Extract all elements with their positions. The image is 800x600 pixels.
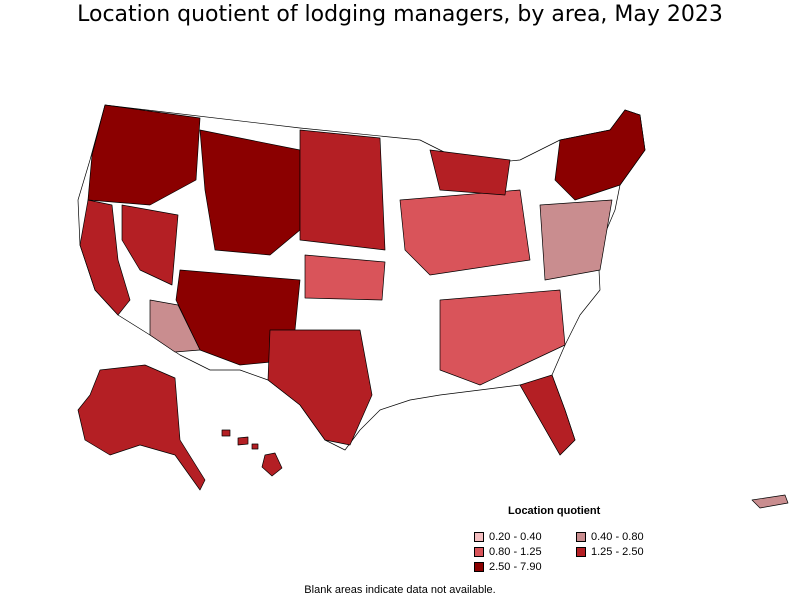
legend-title: Location quotient	[508, 505, 601, 517]
hawaii-islands	[221, 429, 259, 450]
legend-swatch	[474, 562, 484, 572]
area-southeast	[439, 289, 566, 386]
alaska	[77, 364, 206, 491]
legend-item-1: 0.40 - 0.80	[576, 531, 644, 543]
legend-item-3: 1.25 - 2.50	[576, 546, 644, 558]
area-texas	[267, 329, 373, 446]
area-kansas	[304, 254, 386, 301]
area-southwest	[149, 299, 201, 353]
legend-item-4: 2.50 - 7.90	[474, 561, 542, 573]
area-nevada	[121, 204, 179, 286]
area-florida	[519, 374, 576, 456]
area-california-coast	[79, 199, 131, 316]
area-northeast	[554, 109, 646, 201]
legend-item-0: 0.20 - 0.40	[474, 531, 542, 543]
legend-label: 2.50 - 7.90	[489, 561, 542, 573]
legend-swatch	[474, 532, 484, 542]
legend-label: 0.80 - 1.25	[489, 546, 542, 558]
area-mid-atlantic	[539, 199, 613, 281]
area-pacific-northwest	[87, 104, 201, 206]
area-rockies	[199, 129, 301, 256]
legend-item-2: 0.80 - 1.25	[474, 546, 542, 558]
legend-label: 0.40 - 0.80	[591, 531, 644, 543]
legend-label: 0.20 - 0.40	[489, 531, 542, 543]
area-northern-plains	[299, 129, 386, 251]
hawaii	[261, 452, 283, 477]
legend-label: 1.25 - 2.50	[591, 546, 644, 558]
map-title: Location quotient of lodging managers, b…	[77, 2, 723, 27]
legend-swatch	[576, 547, 586, 557]
area-great-lakes	[429, 149, 511, 196]
legend-swatch	[576, 532, 586, 542]
footnote: Blank areas indicate data not available.	[304, 584, 496, 596]
area-four-corners	[175, 269, 301, 366]
legend-swatch	[474, 547, 484, 557]
puerto-rico	[751, 494, 789, 509]
area-midwest	[399, 189, 531, 276]
